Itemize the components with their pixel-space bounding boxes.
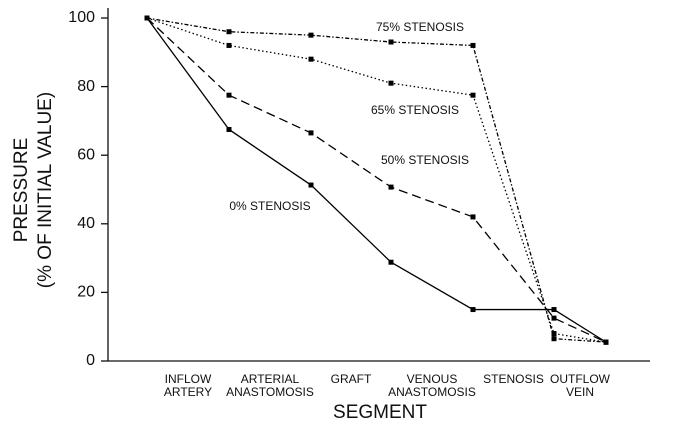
point xyxy=(388,80,394,86)
point xyxy=(308,130,314,136)
series-label: 65% STENOSIS xyxy=(371,103,459,117)
point xyxy=(388,39,394,45)
series-line xyxy=(146,17,607,343)
series-label: 75% STENOSIS xyxy=(376,20,464,34)
point xyxy=(470,92,476,98)
series-label: 0% STENOSIS xyxy=(229,199,310,213)
point xyxy=(308,32,314,38)
series-line xyxy=(146,17,607,343)
y-tick-label: 80 xyxy=(77,78,95,95)
point xyxy=(551,336,557,342)
point xyxy=(470,42,476,48)
point xyxy=(470,214,476,220)
point xyxy=(308,56,314,62)
point xyxy=(144,15,150,21)
point xyxy=(308,182,314,188)
point xyxy=(226,29,232,35)
x-tick-label: OUTFLOW VEIN xyxy=(550,372,611,399)
point xyxy=(603,339,609,345)
point xyxy=(551,307,557,313)
x-axis-title: SEGMENT xyxy=(333,402,427,423)
series-line xyxy=(146,17,607,343)
point xyxy=(226,92,232,98)
x-tick-label: INFLOW ARTERY xyxy=(164,372,212,399)
point xyxy=(470,307,476,313)
series-label: 50% STENOSIS xyxy=(381,153,469,167)
y-axis-title: (% OF INITIAL VALUE) xyxy=(35,92,56,288)
point xyxy=(551,331,557,337)
y-tick-label: 20 xyxy=(77,284,95,301)
point xyxy=(551,315,557,321)
series-line xyxy=(146,17,607,343)
point xyxy=(388,259,394,265)
x-tick-label: STENOSIS xyxy=(483,372,544,386)
x-tick-label: GRAFT xyxy=(331,372,372,386)
point xyxy=(388,184,394,190)
y-tick-label: 60 xyxy=(77,146,95,163)
y-axis-title: PRESSURE xyxy=(11,138,32,243)
y-tick-label: 0 xyxy=(86,352,95,369)
y-tick-label: 100 xyxy=(68,9,95,26)
x-tick-label: ARTERIAL ANASTOMOSIS xyxy=(226,372,314,399)
point xyxy=(226,126,232,132)
point xyxy=(226,42,232,48)
x-tick-label: VENOUS ANASTOMOSIS xyxy=(388,372,476,399)
y-tick-label: 40 xyxy=(77,215,95,232)
